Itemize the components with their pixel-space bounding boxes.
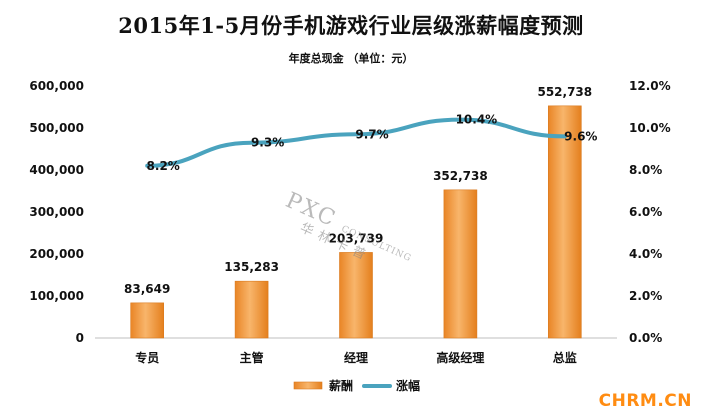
chart-subtitle: 年度总现金 （单位：元）	[288, 52, 414, 65]
bar-data-label: 203,739	[329, 231, 384, 245]
y-axis-left-tick-label: 300,000	[29, 205, 84, 219]
line-growth	[145, 117, 567, 168]
x-axis-category-label: 主管	[240, 350, 264, 365]
y-axis-right-tick-label: 0.0%	[629, 331, 662, 345]
y-axis-right-tick-label: 4.0%	[629, 247, 662, 261]
chart-title: 2015年1-5月份手机游戏行业层级涨薪幅度预测	[118, 13, 584, 38]
legend-salary-swatch	[293, 381, 323, 390]
y-axis-left-tick-label: 600,000	[29, 79, 84, 93]
y-axis-right-tick-label: 8.0%	[629, 163, 662, 177]
bar-salary	[443, 189, 478, 339]
x-axis-category-label: 总监	[553, 350, 577, 365]
y-axis-right-tick-label: 10.0%	[629, 121, 671, 135]
line-data-label: 9.7%	[355, 127, 388, 141]
y-axis-left-tick-label: 500,000	[29, 121, 84, 135]
legend-salary-label: 薪酬	[329, 378, 353, 393]
legend-growth-label: 涨幅	[396, 378, 420, 393]
y-axis-left-tick-label: 100,000	[29, 289, 84, 303]
line-data-label: 10.4%	[456, 113, 498, 127]
y-axis-left-tick-label: 0	[76, 331, 84, 345]
y-axis-left-tick-label: 200,000	[29, 247, 84, 261]
bar-data-label: 135,283	[224, 260, 279, 274]
x-axis-category-label: 高级经理	[436, 350, 484, 365]
bar-data-label: 83,649	[124, 282, 170, 296]
x-axis-category-label: 经理	[344, 350, 368, 365]
bar-salary	[234, 280, 269, 339]
x-axis-category-label: 专员	[135, 350, 159, 365]
bar-salary	[130, 302, 164, 339]
bar-salary	[339, 252, 373, 339]
y-axis-right-tick-label: 12.0%	[629, 79, 671, 93]
bar-data-label: 552,738	[537, 85, 592, 99]
line-data-label: 9.3%	[251, 136, 284, 150]
bar-salary	[547, 105, 582, 339]
y-axis-right-tick-label: 2.0%	[629, 289, 662, 303]
bar-data-label: 352,738	[433, 169, 488, 183]
line-data-label: 9.6%	[564, 129, 597, 143]
y-axis-right-tick-label: 6.0%	[629, 205, 662, 219]
brand-logo-text: CHRM.CN	[598, 391, 692, 411]
y-axis-left-tick-label: 400,000	[29, 163, 84, 177]
line-data-label: 8.2%	[147, 159, 180, 173]
